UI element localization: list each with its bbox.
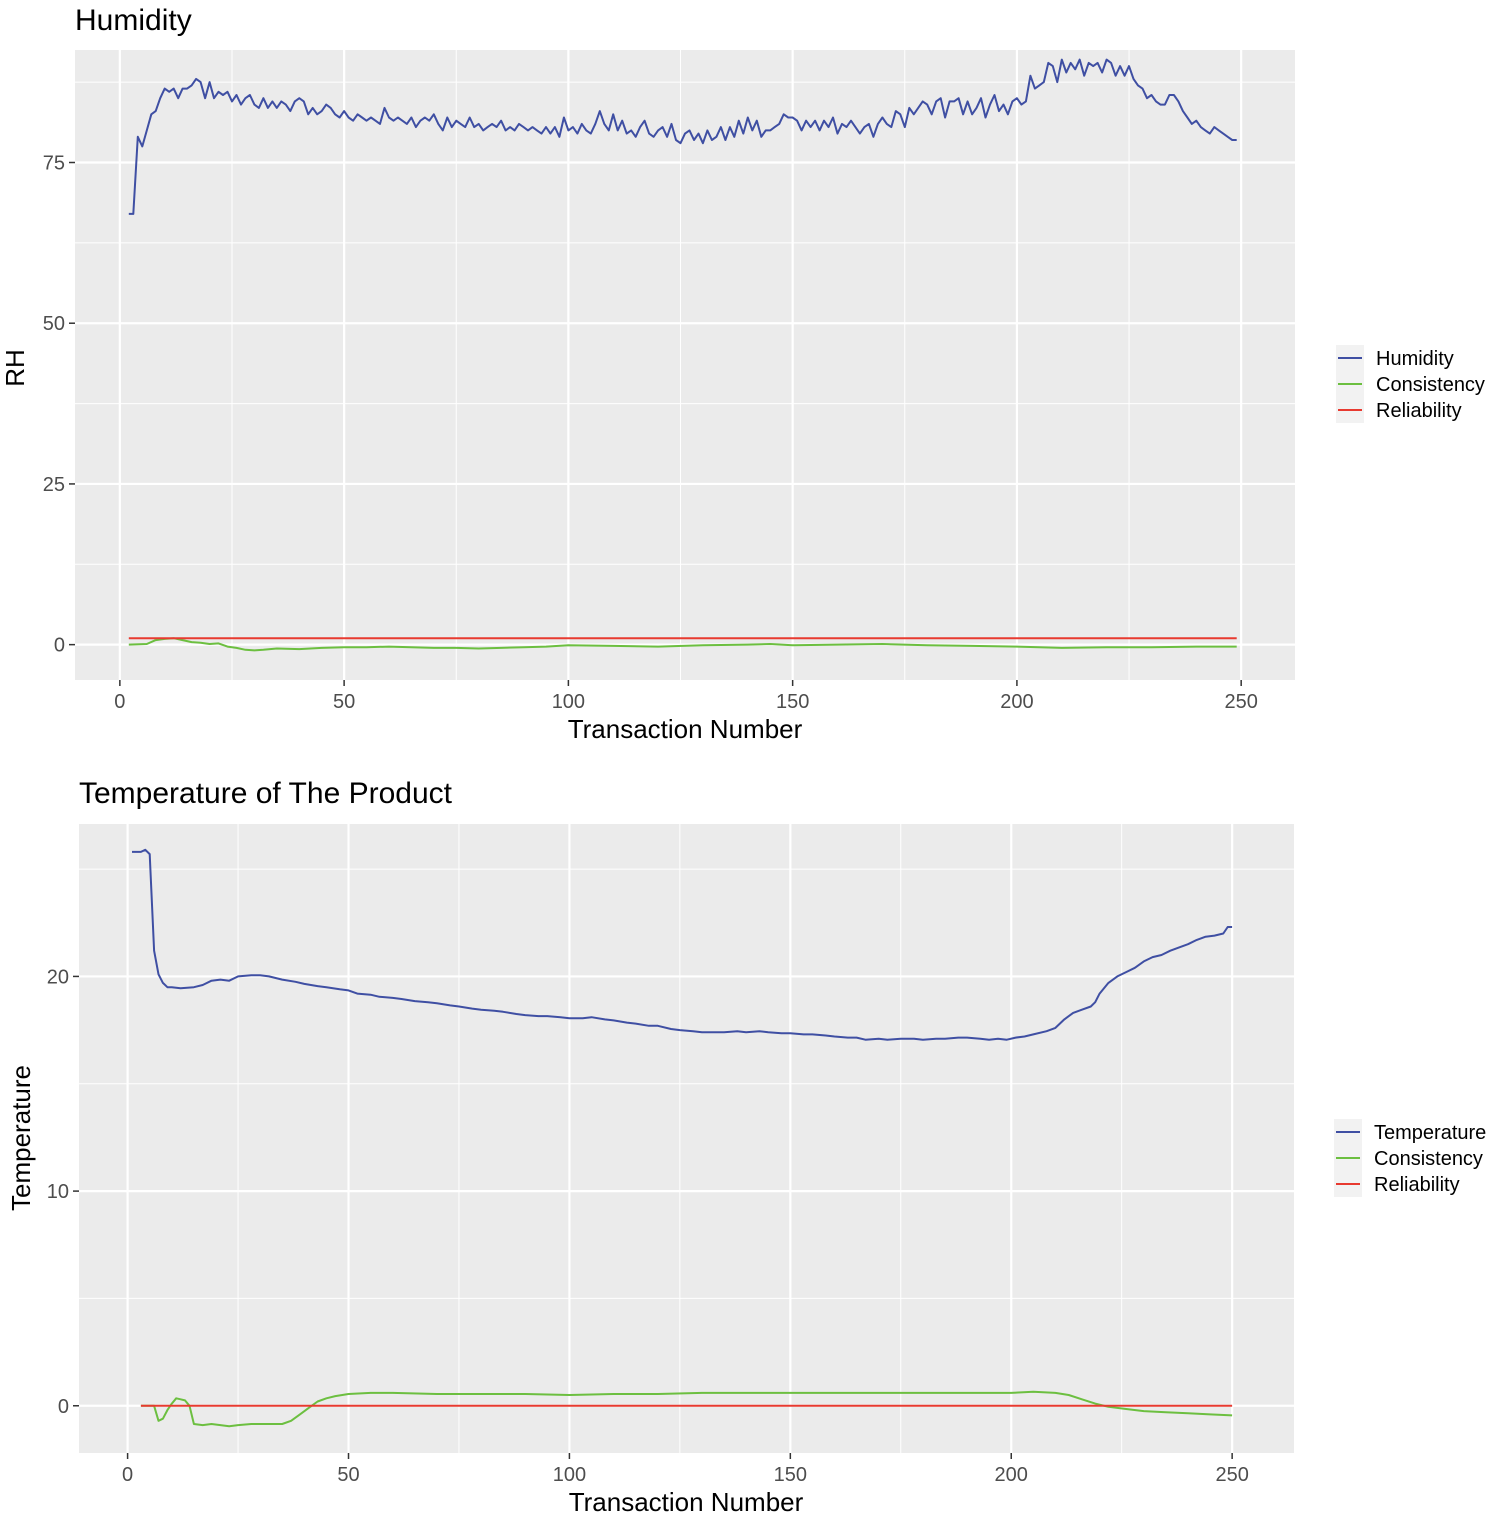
x-tick-label: 200 [1000, 691, 1033, 713]
x-tick-label: 0 [122, 1464, 133, 1486]
x-axis-ticks: 0 50 100 150 200 250 [122, 1453, 1249, 1486]
x-tick-label: 50 [333, 691, 355, 713]
x-tick-label: 200 [995, 1464, 1028, 1486]
legend-item: Humidity [1336, 345, 1454, 371]
panel-background [75, 50, 1295, 680]
y-tick-label: 50 [43, 313, 65, 335]
legend: Temperature Consistency Reliability [1334, 1119, 1486, 1197]
series-line-temperature [132, 848, 1233, 1041]
humidity-chart: Humidity 0 25 50 75 0 50 100 150 200 250 Transac… [0, 4, 1485, 744]
y-axis-label: RH [0, 349, 30, 387]
legend-item: Consistency [1334, 1145, 1483, 1171]
legend-item: Temperature [1334, 1119, 1486, 1145]
legend-label: Humidity [1376, 348, 1454, 370]
series-line-humidity [128, 58, 1237, 215]
y-tick-label: 20 [47, 966, 69, 988]
x-tick-label: 100 [553, 1464, 586, 1486]
legend-label: Reliability [1376, 400, 1462, 422]
x-tick-label: 150 [776, 691, 809, 713]
legend-label: Temperature [1374, 1122, 1486, 1144]
series-lines [132, 848, 1233, 1428]
legend-item: Consistency [1336, 371, 1485, 397]
y-tick-label: 25 [43, 474, 65, 496]
legend-label: Consistency [1374, 1148, 1483, 1170]
gridlines [75, 50, 1295, 680]
x-tick-label: 0 [114, 691, 125, 713]
panel-background [79, 824, 1294, 1453]
legend-label: Reliability [1374, 1174, 1460, 1196]
y-axis-ticks: 0 10 20 [47, 966, 79, 1418]
x-tick-label: 250 [1224, 691, 1257, 713]
x-tick-label: 250 [1215, 1464, 1248, 1486]
y-axis-label: Temperature [6, 1065, 36, 1211]
y-tick-label: 75 [43, 153, 65, 175]
x-axis-ticks: 0 50 100 150 200 250 [114, 680, 1258, 713]
y-tick-label: 0 [58, 1396, 69, 1418]
legend-item: Reliability [1334, 1171, 1460, 1197]
chart-title: Temperature of The Product [79, 777, 453, 810]
chart-title: Humidity [75, 4, 192, 37]
x-tick-label: 50 [337, 1464, 359, 1486]
x-axis-label: Transaction Number [568, 714, 803, 744]
x-axis-label: Transaction Number [569, 1487, 804, 1517]
temperature-chart: Temperature of The Product 0 10 20 0 50 100 1… [6, 777, 1486, 1517]
y-tick-label: 0 [54, 635, 65, 657]
series-lines [128, 58, 1237, 652]
legend-item: Reliability [1336, 397, 1462, 423]
legend-label: Consistency [1376, 374, 1485, 396]
legend: Humidity Consistency Reliability [1336, 345, 1485, 423]
x-tick-label: 100 [552, 691, 585, 713]
y-axis-ticks: 0 25 50 75 [43, 153, 75, 657]
series-line-consistency [128, 637, 1237, 652]
y-tick-label: 10 [47, 1181, 69, 1203]
x-tick-label: 150 [774, 1464, 807, 1486]
